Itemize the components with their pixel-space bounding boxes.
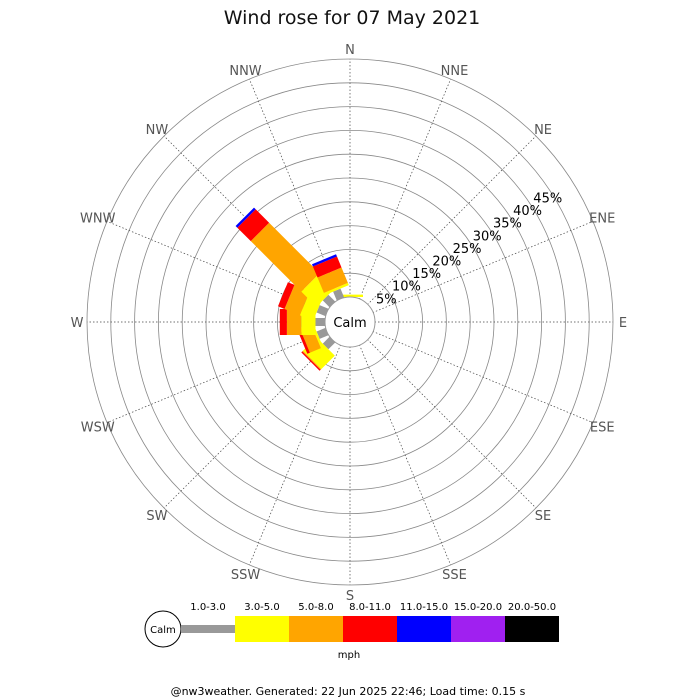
direction-label-sse: SSE bbox=[442, 568, 467, 583]
direction-label-ne: NE bbox=[534, 123, 552, 138]
legend-swatch-1-0-3-0 bbox=[181, 625, 235, 633]
direction-label-n: N bbox=[345, 43, 355, 58]
direction-label-se: SE bbox=[535, 509, 551, 524]
bar-nnw-1-0-3-0 bbox=[333, 288, 345, 301]
direction-label-ese: ESE bbox=[590, 420, 615, 435]
grid-ring bbox=[134, 106, 566, 538]
chart-title: Wind rose for 07 May 2021 bbox=[224, 7, 481, 29]
legend-label-8-0-11-0: 8.0-11.0 bbox=[349, 602, 391, 613]
radial-tick-label: 40% bbox=[513, 204, 542, 219]
radial-tick-label: 35% bbox=[493, 217, 522, 232]
legend-calm-label: Calm bbox=[150, 625, 176, 636]
grid-ring bbox=[276, 248, 423, 395]
spoke-se bbox=[349, 321, 537, 509]
legend-swatch-5-0-8-0 bbox=[289, 616, 343, 642]
legend-swatch-3-0-5-0 bbox=[235, 616, 289, 642]
direction-label-w: W bbox=[71, 316, 84, 331]
direction-label-ssw: SSW bbox=[231, 568, 261, 583]
direction-label-e: E bbox=[619, 316, 627, 331]
bar-sw-8-0-11-0 bbox=[301, 351, 321, 371]
legend-swatch-11-0-15-0 bbox=[397, 616, 451, 642]
calm-center-label: Calm bbox=[333, 316, 366, 331]
direction-label-nnw: NNW bbox=[229, 64, 261, 79]
calm-center: Calm bbox=[324, 296, 376, 348]
legend-swatch-15-0-20-0 bbox=[451, 616, 505, 642]
legend-label-15-0-20-0: 15.0-20.0 bbox=[454, 602, 502, 613]
legend-label-11-0-15-0: 11.0-15.0 bbox=[400, 602, 448, 613]
bar-nnw-3-0-5-0 bbox=[323, 282, 349, 296]
legend-swatch-20-0-50-0 bbox=[505, 616, 559, 642]
bar-wnw-1-0-3-0 bbox=[316, 305, 329, 317]
polar-grid: N NNE NE ENE E ESE SE SSE S SSW SW WSW W WNW NW NNW bbox=[71, 43, 628, 604]
footer-text: @nw3weather. Generated: 22 Jun 2025 22:4… bbox=[171, 685, 526, 698]
speed-legend: Calm mph 1.0-3.0 3.0-5.0 5.0-8.0 8.0-11.0 11… bbox=[144, 602, 559, 661]
direction-label-s: S bbox=[346, 589, 354, 604]
bar-w-8-0-11-0 bbox=[279, 309, 287, 335]
radial-tick-label: 20% bbox=[432, 254, 461, 269]
bar-nnw-11-0-15-0 bbox=[312, 254, 337, 267]
radial-tick-label: 5% bbox=[376, 292, 397, 307]
radial-tick-label: 10% bbox=[392, 280, 421, 295]
spoke-sse bbox=[349, 321, 451, 566]
radial-tick-label: 45% bbox=[533, 191, 562, 206]
legend-label-3-0-5-0: 3.0-5.0 bbox=[244, 602, 279, 613]
bar-nw-8-0-11-0 bbox=[237, 209, 270, 242]
grid-ring bbox=[157, 129, 543, 515]
bar-sw-5-0-8-0 bbox=[302, 350, 322, 370]
spoke-ssw bbox=[249, 321, 351, 566]
direction-label-wnw: WNW bbox=[80, 212, 116, 227]
radial-tick-labels: 5%10%15%20%25%30%35%40%45% bbox=[376, 191, 562, 307]
legend-swatch-8-0-11-0 bbox=[343, 616, 397, 642]
bar-wnw-8-0-11-0 bbox=[278, 282, 295, 309]
direction-label-wsw: WSW bbox=[81, 420, 115, 435]
grid-ring bbox=[181, 153, 519, 491]
bar-nw-11-0-15-0 bbox=[235, 207, 256, 228]
direction-label-nw: NW bbox=[146, 123, 169, 138]
legend-label-20-0-50-0: 20.0-50.0 bbox=[508, 602, 556, 613]
radial-tick-label: 25% bbox=[453, 242, 482, 257]
radial-tick-label: 30% bbox=[473, 229, 502, 244]
bar-nw-5-0-8-0 bbox=[250, 222, 320, 292]
direction-label-sw: SW bbox=[146, 509, 167, 524]
legend-unit-label: mph bbox=[338, 650, 360, 661]
grid-ring bbox=[253, 225, 447, 419]
bar-wsw-1-0-3-0 bbox=[316, 327, 329, 339]
legend-label-1-0-3-0: 1.0-3.0 bbox=[190, 602, 225, 613]
bar-w-5-0-8-0 bbox=[286, 309, 302, 335]
bar-nnw-5-0-8-0 bbox=[317, 267, 348, 293]
legend-label-5-0-8-0: 5.0-8.0 bbox=[298, 602, 333, 613]
spoke-ese bbox=[349, 321, 594, 423]
bar-nnw-8-0-11-0 bbox=[312, 256, 342, 278]
direction-label-nne: NNE bbox=[441, 64, 469, 79]
direction-label-ene: ENE bbox=[589, 212, 615, 227]
bar-w-1-0-3-0 bbox=[315, 318, 325, 326]
radial-tick-label: 15% bbox=[412, 267, 441, 282]
wind-bars bbox=[235, 207, 363, 371]
